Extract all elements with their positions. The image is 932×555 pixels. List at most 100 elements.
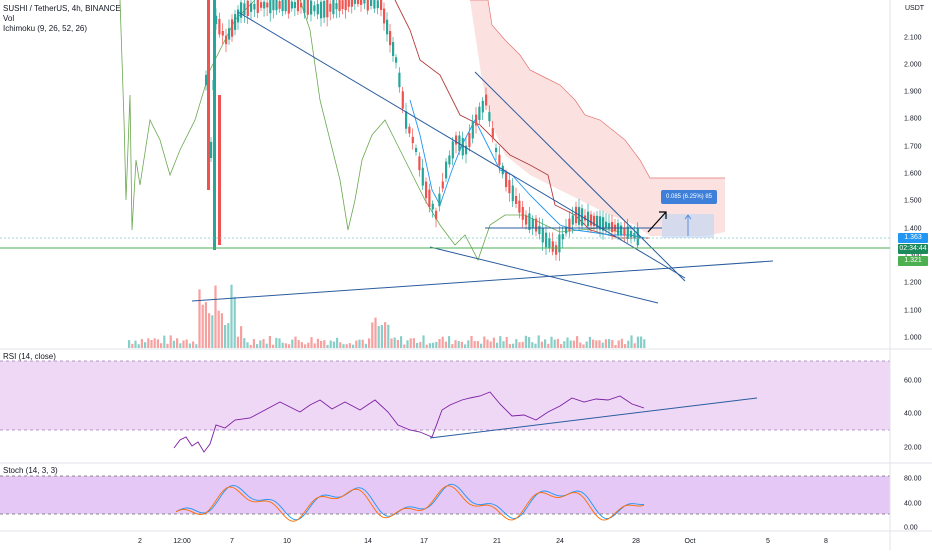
volume-bar (563, 341, 566, 348)
volume-bar (339, 342, 342, 348)
volume-bar (128, 340, 131, 348)
indicator-ichimoku-label[interactable]: Ichimoku (9, 26, 52, 26) (3, 24, 88, 33)
volume-bar (278, 338, 281, 348)
candle-body (207, 0, 210, 190)
candle-body (405, 111, 408, 129)
candle-body (338, 0, 341, 12)
candle-body (602, 217, 605, 231)
candle-body (401, 91, 404, 109)
candle-body (478, 106, 481, 120)
stoch-band (0, 476, 890, 514)
price-tick-label: 1.100 (904, 308, 922, 315)
volume-bar (537, 335, 540, 348)
time-tick-label: 17 (420, 538, 428, 545)
stoch-legend: Stoch (14, 3, 3) (3, 466, 58, 476)
candle-body (448, 155, 451, 165)
candle-body (221, 31, 224, 36)
candle-body (313, 5, 316, 12)
volume-bar (508, 344, 511, 348)
volume-bar (425, 344, 428, 348)
volume-bar (236, 336, 239, 348)
volume-bar (329, 340, 332, 348)
candle-body (481, 100, 484, 113)
candle-body (593, 215, 596, 227)
volume-bar (636, 336, 639, 348)
time-tick-label: 12:00 (173, 538, 191, 545)
chart-legend: SUSHI / TetherUS, 4h, BINANCE Vol Ichimo… (3, 4, 121, 34)
volume-bar (531, 342, 534, 348)
candle-body (389, 31, 392, 46)
price-tick-label: 1.800 (904, 116, 922, 123)
rsi-title[interactable]: RSI (14, close) (3, 352, 56, 361)
volume-bar (192, 341, 195, 348)
volume-bar (476, 341, 479, 348)
volume-bar (576, 336, 579, 348)
volume-bar (230, 284, 233, 348)
indicator-vol-label[interactable]: Vol (3, 14, 15, 23)
volume-bar (460, 341, 463, 348)
candle-body (511, 185, 514, 202)
volume-bar (134, 340, 137, 348)
candle-body (266, 2, 269, 8)
volume-bar (224, 325, 227, 348)
price-tick-label: 1.600 (904, 171, 922, 178)
volume-bar (294, 336, 297, 348)
volume-bar (396, 340, 399, 348)
candle-body (538, 225, 541, 235)
candle-body (213, 0, 216, 250)
candle-body (284, 0, 287, 12)
volume-bar (377, 326, 380, 348)
price-tick-label: 2.100 (904, 35, 922, 42)
volume-bar (416, 343, 419, 348)
volume-bar (582, 344, 585, 348)
volume-bar (409, 338, 412, 348)
trendline (237, 11, 686, 279)
candle-body (411, 136, 414, 144)
candle-body (341, 0, 344, 10)
volume-bar (518, 342, 521, 348)
candle-body (518, 200, 521, 213)
symbol-title[interactable]: SUSHI / TetherUS, 4h, BINANCE (3, 4, 121, 13)
volume-bar (166, 343, 169, 348)
volume-bar (195, 344, 198, 348)
candle-body (218, 95, 221, 245)
candle-body (531, 218, 534, 228)
rsi-line (173, 391, 645, 453)
volume-bar (352, 344, 355, 348)
volume-bar (252, 339, 255, 348)
rsi-tick-label: 40.00 (904, 411, 922, 418)
volume-bar (390, 338, 393, 348)
candle-body (561, 233, 564, 240)
volume-bar (499, 336, 502, 348)
candle-body (636, 227, 639, 246)
candle-body (269, 0, 272, 14)
volume-bar (419, 341, 422, 348)
stoch-title[interactable]: Stoch (14, 3, 3) (3, 466, 58, 475)
price-tick-label: 1.500 (904, 198, 922, 205)
volume-bar (441, 336, 444, 348)
volume-bar (214, 285, 217, 348)
candle-body (498, 154, 501, 166)
trendline (474, 71, 686, 282)
volume-bar (160, 343, 163, 348)
trendline (429, 246, 659, 304)
volume-bar (380, 325, 383, 348)
candle-body (300, 2, 303, 8)
candle-body (421, 167, 424, 186)
volume-bar (435, 341, 438, 348)
volume-bar (348, 343, 351, 348)
candle-body (329, 3, 332, 12)
volume-bar (371, 322, 374, 348)
candle-body (260, 2, 263, 8)
candle-body (626, 226, 629, 239)
candle-body (596, 215, 599, 229)
volume-bar (326, 344, 329, 348)
candle-body (290, 1, 293, 9)
volume-bar (198, 289, 201, 348)
candle-body (521, 207, 524, 220)
price-tick-label: 1.900 (904, 89, 922, 96)
volume-bar (150, 340, 153, 348)
rsi-tick-label: 60.00 (904, 378, 922, 385)
